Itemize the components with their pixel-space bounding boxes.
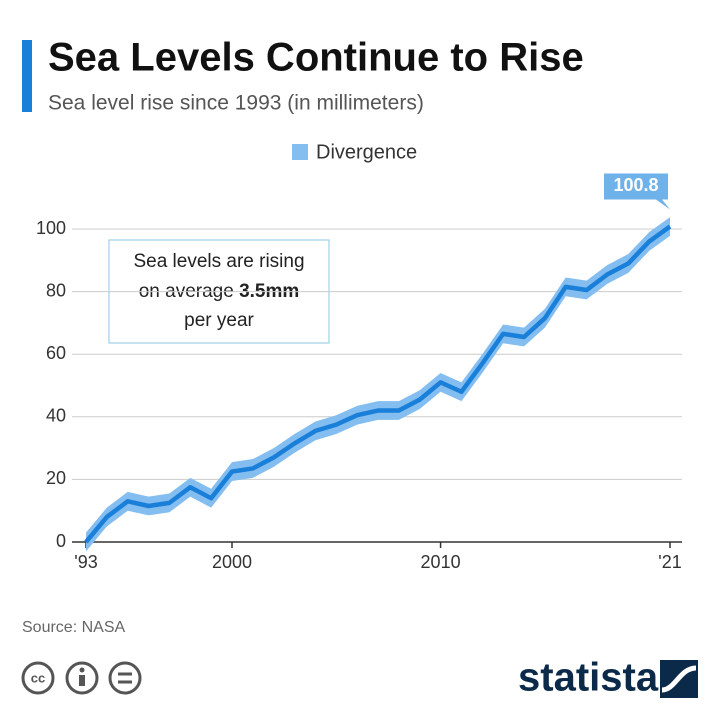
- x-tick-label: '21: [658, 552, 681, 572]
- legend-swatch: [292, 144, 308, 160]
- y-tick-label: 20: [46, 468, 66, 488]
- line: [84, 224, 672, 544]
- y-tick-label: 60: [46, 343, 66, 363]
- chart-subtitle: Sea level rise since 1993 (in millimeter…: [48, 92, 424, 115]
- license-icons: cc: [21, 661, 142, 695]
- x-tick-label: '93: [74, 552, 97, 572]
- brand-icon: [660, 660, 698, 698]
- x-tick-label: 2000: [212, 552, 252, 572]
- y-tick-label: 80: [46, 280, 66, 300]
- annotation-text: Sea levels are rising: [133, 251, 304, 272]
- legend-label: Divergence: [316, 141, 417, 163]
- x-tick-label: 2010: [421, 552, 461, 572]
- title-accent: [22, 40, 32, 112]
- divergence-band: [86, 217, 670, 552]
- source: Source: NASA: [22, 619, 125, 636]
- value-label-box: [604, 173, 670, 210]
- legend: Divergence: [292, 141, 417, 163]
- chart-title: Sea Levels Continue to Rise: [48, 36, 584, 80]
- svg-text:cc: cc: [31, 670, 45, 685]
- brand: statista: [518, 656, 659, 700]
- y-tick-label: 40: [46, 406, 66, 426]
- value-label: 100.8: [613, 175, 658, 195]
- y-tick-label: 100: [36, 218, 66, 238]
- annotation-text: per year: [184, 310, 254, 331]
- y-tick-label: 0: [56, 531, 66, 551]
